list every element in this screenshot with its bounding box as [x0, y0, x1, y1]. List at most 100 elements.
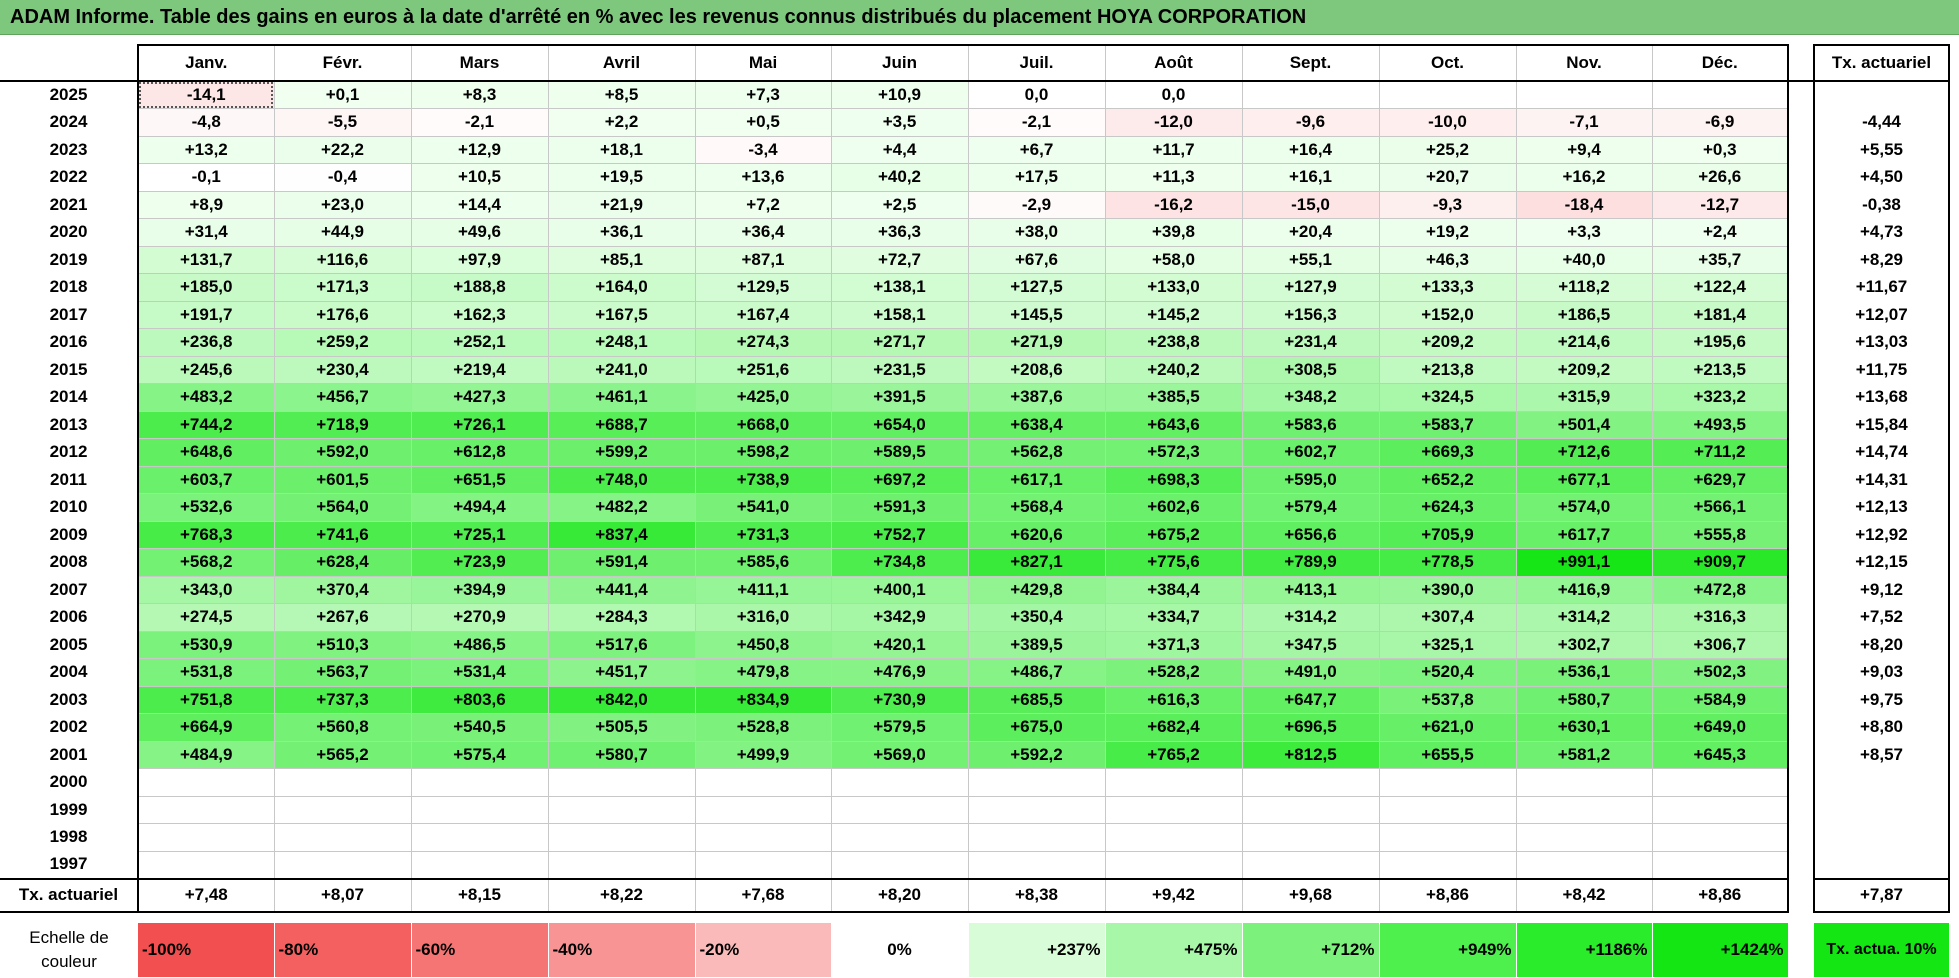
value-cell[interactable]: -9,3: [1378, 190, 1517, 219]
value-cell[interactable]: +450,8: [694, 630, 832, 659]
value-cell[interactable]: [1515, 80, 1653, 109]
value-cell[interactable]: +601,5: [273, 465, 412, 494]
value-cell[interactable]: [967, 823, 1106, 852]
value-cell[interactable]: +72,7: [830, 245, 969, 274]
value-cell[interactable]: +390,0: [1378, 575, 1517, 604]
value-cell[interactable]: +654,0: [830, 410, 969, 439]
value-cell[interactable]: +562,8: [967, 438, 1106, 467]
value-cell[interactable]: [694, 823, 832, 852]
value-cell[interactable]: +726,1: [410, 410, 549, 439]
value-cell[interactable]: +6,7: [967, 135, 1106, 164]
value-cell[interactable]: +441,4: [547, 575, 696, 604]
value-cell[interactable]: +510,3: [273, 630, 412, 659]
value-cell[interactable]: [1104, 850, 1243, 879]
value-cell[interactable]: +306,7: [1651, 630, 1789, 659]
value-cell[interactable]: +13,6: [694, 163, 832, 192]
value-cell[interactable]: +697,2: [830, 465, 969, 494]
value-cell[interactable]: +400,1: [830, 575, 969, 604]
value-cell[interactable]: +25,2: [1378, 135, 1517, 164]
value-cell[interactable]: +589,5: [830, 438, 969, 467]
value-cell[interactable]: -7,1: [1515, 108, 1653, 137]
value-cell[interactable]: +10,9: [830, 80, 969, 109]
value-cell[interactable]: +7,2: [694, 190, 832, 219]
value-cell[interactable]: +387,6: [967, 383, 1106, 412]
value-cell[interactable]: 0,0: [1104, 80, 1243, 109]
value-cell[interactable]: +9,4: [1515, 135, 1653, 164]
value-cell[interactable]: +540,5: [410, 713, 549, 742]
value-cell[interactable]: +563,7: [273, 658, 412, 687]
value-cell[interactable]: +595,0: [1241, 465, 1380, 494]
value-cell[interactable]: [1515, 768, 1653, 797]
value-cell[interactable]: +245,6: [137, 355, 275, 384]
value-cell[interactable]: +531,8: [137, 658, 275, 687]
value-cell[interactable]: +127,5: [967, 273, 1106, 302]
value-cell[interactable]: +630,1: [1515, 713, 1653, 742]
value-cell[interactable]: +579,5: [830, 713, 969, 742]
value-cell[interactable]: [137, 795, 275, 824]
value-cell[interactable]: +248,1: [547, 328, 696, 357]
value-cell[interactable]: +483,2: [137, 383, 275, 412]
value-cell[interactable]: +342,9: [830, 603, 969, 632]
value-cell[interactable]: +3,5: [830, 108, 969, 137]
value-cell[interactable]: -2,1: [967, 108, 1106, 137]
value-cell[interactable]: +413,1: [1241, 575, 1380, 604]
value-cell[interactable]: +751,8: [137, 685, 275, 714]
value-cell[interactable]: +11,3: [1104, 163, 1243, 192]
value-cell[interactable]: +712,6: [1515, 438, 1653, 467]
value-cell[interactable]: +574,0: [1515, 493, 1653, 522]
value-cell[interactable]: +730,9: [830, 685, 969, 714]
value-cell[interactable]: +645,3: [1651, 740, 1789, 769]
value-cell[interactable]: +598,2: [694, 438, 832, 467]
value-cell[interactable]: +67,6: [967, 245, 1106, 274]
value-cell[interactable]: +8,9: [137, 190, 275, 219]
value-cell[interactable]: +347,5: [1241, 630, 1380, 659]
value-cell[interactable]: +38,0: [967, 218, 1106, 247]
value-cell[interactable]: +591,4: [547, 548, 696, 577]
value-cell[interactable]: +629,7: [1651, 465, 1789, 494]
value-cell[interactable]: [137, 823, 275, 852]
value-cell[interactable]: [967, 795, 1106, 824]
value-cell[interactable]: +669,3: [1378, 438, 1517, 467]
value-cell[interactable]: [273, 768, 412, 797]
value-cell[interactable]: +456,7: [273, 383, 412, 412]
value-cell[interactable]: +214,6: [1515, 328, 1653, 357]
value-cell[interactable]: +696,5: [1241, 713, 1380, 742]
value-cell[interactable]: +842,0: [547, 685, 696, 714]
value-cell[interactable]: +2,4: [1651, 218, 1789, 247]
value-cell[interactable]: -12,0: [1104, 108, 1243, 137]
value-cell[interactable]: +10,5: [410, 163, 549, 192]
value-cell[interactable]: +530,9: [137, 630, 275, 659]
value-cell[interactable]: [694, 850, 832, 879]
value-cell[interactable]: +602,7: [1241, 438, 1380, 467]
value-cell[interactable]: -16,2: [1104, 190, 1243, 219]
value-cell[interactable]: +628,4: [273, 548, 412, 577]
value-cell[interactable]: +718,9: [273, 410, 412, 439]
value-cell[interactable]: +316,3: [1651, 603, 1789, 632]
value-cell[interactable]: +271,9: [967, 328, 1106, 357]
value-cell[interactable]: +162,3: [410, 300, 549, 329]
value-cell[interactable]: +122,4: [1651, 273, 1789, 302]
value-cell[interactable]: +741,6: [273, 520, 412, 549]
value-cell[interactable]: +40,2: [830, 163, 969, 192]
value-cell[interactable]: +581,2: [1515, 740, 1653, 769]
value-cell[interactable]: +737,3: [273, 685, 412, 714]
value-cell[interactable]: +420,1: [830, 630, 969, 659]
value-cell[interactable]: +531,4: [410, 658, 549, 687]
value-cell[interactable]: [830, 795, 969, 824]
value-cell[interactable]: +8,5: [547, 80, 696, 109]
value-cell[interactable]: +230,4: [273, 355, 412, 384]
value-cell[interactable]: +991,1: [1515, 548, 1653, 577]
value-cell[interactable]: +22,2: [273, 135, 412, 164]
value-cell[interactable]: +21,9: [547, 190, 696, 219]
value-cell[interactable]: -14,1: [137, 80, 275, 109]
value-cell[interactable]: +259,2: [273, 328, 412, 357]
value-cell[interactable]: -3,4: [694, 135, 832, 164]
value-cell[interactable]: [1241, 768, 1380, 797]
value-cell[interactable]: [1378, 80, 1517, 109]
value-cell[interactable]: +451,7: [547, 658, 696, 687]
value-cell[interactable]: +765,2: [1104, 740, 1243, 769]
value-cell[interactable]: +575,4: [410, 740, 549, 769]
value-cell[interactable]: [1515, 795, 1653, 824]
value-cell[interactable]: +675,0: [967, 713, 1106, 742]
value-cell[interactable]: +603,7: [137, 465, 275, 494]
